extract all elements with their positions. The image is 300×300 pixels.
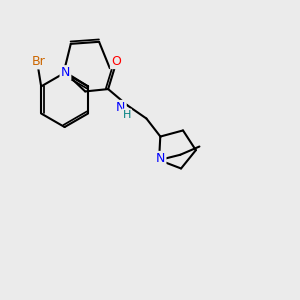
Text: N: N [156,152,165,165]
Text: N: N [116,101,125,114]
Text: O: O [111,55,121,68]
Text: H: H [122,110,131,120]
Text: Br: Br [31,55,45,68]
Text: N: N [61,66,70,80]
